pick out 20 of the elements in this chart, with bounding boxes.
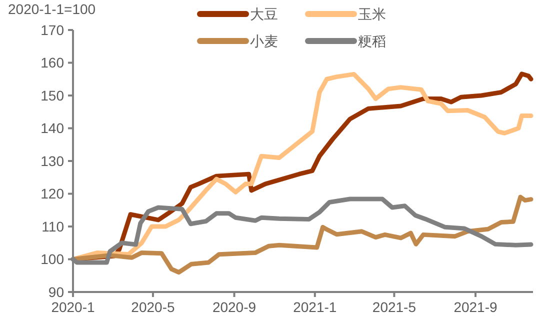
x-tick-label: 2020-5 <box>131 299 175 315</box>
legend-label: 粳稻 <box>358 32 386 49</box>
y-tick-label: 140 <box>40 120 64 136</box>
y-tick-label: 90 <box>48 284 64 300</box>
y-tick-label: 120 <box>40 186 64 202</box>
x-tick-label: 2020-1 <box>51 299 96 315</box>
y-tick-label: 150 <box>40 87 64 104</box>
legend-label: 大豆 <box>250 6 278 22</box>
y-tick-label: 110 <box>42 218 64 234</box>
x-tick-label: 2021-1 <box>293 299 337 315</box>
x-tick-label: 2021-5 <box>372 299 416 315</box>
legend-label: 小麦 <box>250 32 278 49</box>
x-tick-label: 2020-9 <box>212 299 256 315</box>
y-tick-label: 170 <box>40 22 64 38</box>
legend-label: 玉米 <box>358 6 386 22</box>
x-tick-label: 2021-9 <box>454 299 498 315</box>
chart-title: 2020-1-1=100 <box>8 1 96 17</box>
y-tick-label: 130 <box>40 152 64 169</box>
y-tick-label: 160 <box>40 54 64 71</box>
y-tick-label: 100 <box>40 251 64 268</box>
